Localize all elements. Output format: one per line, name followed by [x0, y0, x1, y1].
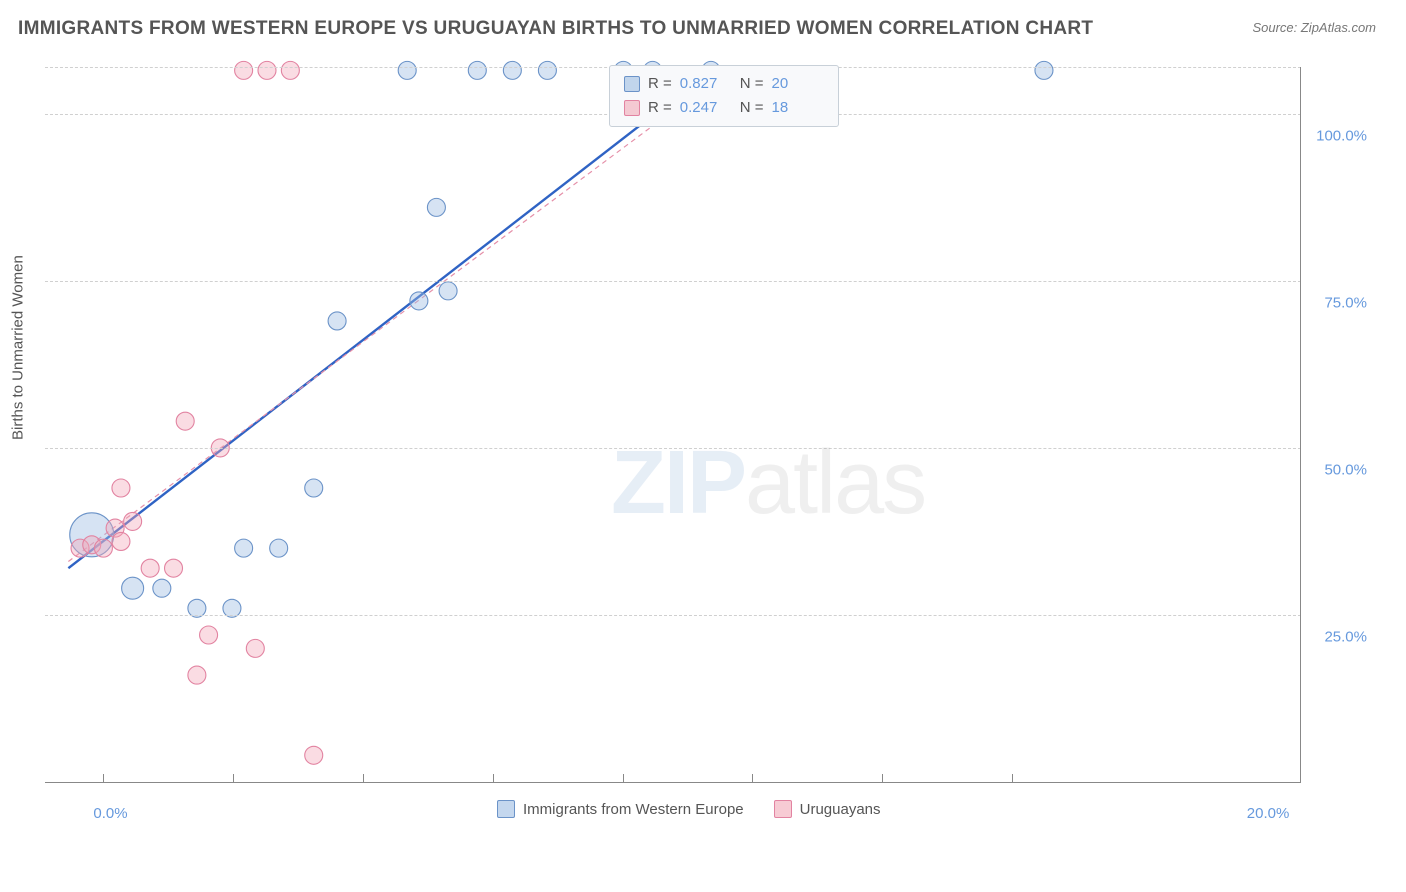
y-axis-label: Births to Unmarried Women — [10, 255, 27, 440]
x-tick — [1012, 774, 1013, 782]
legend-r-pink: 0.247 — [680, 96, 732, 120]
y-tick-label: 100.0% — [1316, 127, 1367, 144]
x-tick — [882, 774, 883, 782]
y-tick-label: 75.0% — [1324, 294, 1367, 311]
x-tick — [493, 774, 494, 782]
x-tick — [103, 774, 104, 782]
y-tick-label: 25.0% — [1324, 628, 1367, 645]
x-tick-min: 0.0% — [93, 805, 127, 822]
legend-series: Immigrants from Western Europe Uruguayan… — [497, 800, 881, 818]
legend-label-blue: Immigrants from Western Europe — [523, 801, 744, 818]
y-axis-right-line — [1300, 67, 1301, 782]
gridline — [45, 448, 1301, 449]
legend-swatch-pink — [774, 800, 792, 818]
y-tick-label: 50.0% — [1324, 461, 1367, 478]
chart-area: 25.0%50.0%75.0%100.0% 0.0% 20.0% R = 0.8… — [45, 42, 1301, 830]
scatter-svg — [45, 42, 1301, 830]
legend-correlation: R = 0.827 N = 20 R = 0.247 N = 18 — [609, 65, 839, 127]
chart-title: IMMIGRANTS FROM WESTERN EUROPE VS URUGUA… — [18, 18, 1093, 40]
legend-swatch-blue — [624, 76, 640, 92]
legend-n-pink: 18 — [772, 96, 824, 120]
legend-n-label: N = — [740, 72, 764, 96]
legend-item-blue: Immigrants from Western Europe — [497, 800, 744, 818]
legend-swatch-blue — [497, 800, 515, 818]
legend-row-blue: R = 0.827 N = 20 — [624, 72, 824, 96]
legend-r-label: R = — [648, 72, 672, 96]
x-tick — [233, 774, 234, 782]
legend-item-pink: Uruguayans — [774, 800, 881, 818]
x-tick — [363, 774, 364, 782]
legend-n-blue: 20 — [772, 72, 824, 96]
chart-source: Source: ZipAtlas.com — [1252, 20, 1376, 35]
legend-r-blue: 0.827 — [680, 72, 732, 96]
x-axis-line — [45, 782, 1301, 783]
legend-r-label: R = — [648, 96, 672, 120]
legend-label-pink: Uruguayans — [800, 801, 881, 818]
x-tick — [623, 774, 624, 782]
gridline — [45, 615, 1301, 616]
x-tick — [752, 774, 753, 782]
legend-swatch-pink — [624, 100, 640, 116]
legend-n-label: N = — [740, 96, 764, 120]
x-tick-max: 20.0% — [1247, 805, 1290, 822]
gridline — [45, 281, 1301, 282]
legend-row-pink: R = 0.247 N = 18 — [624, 96, 824, 120]
